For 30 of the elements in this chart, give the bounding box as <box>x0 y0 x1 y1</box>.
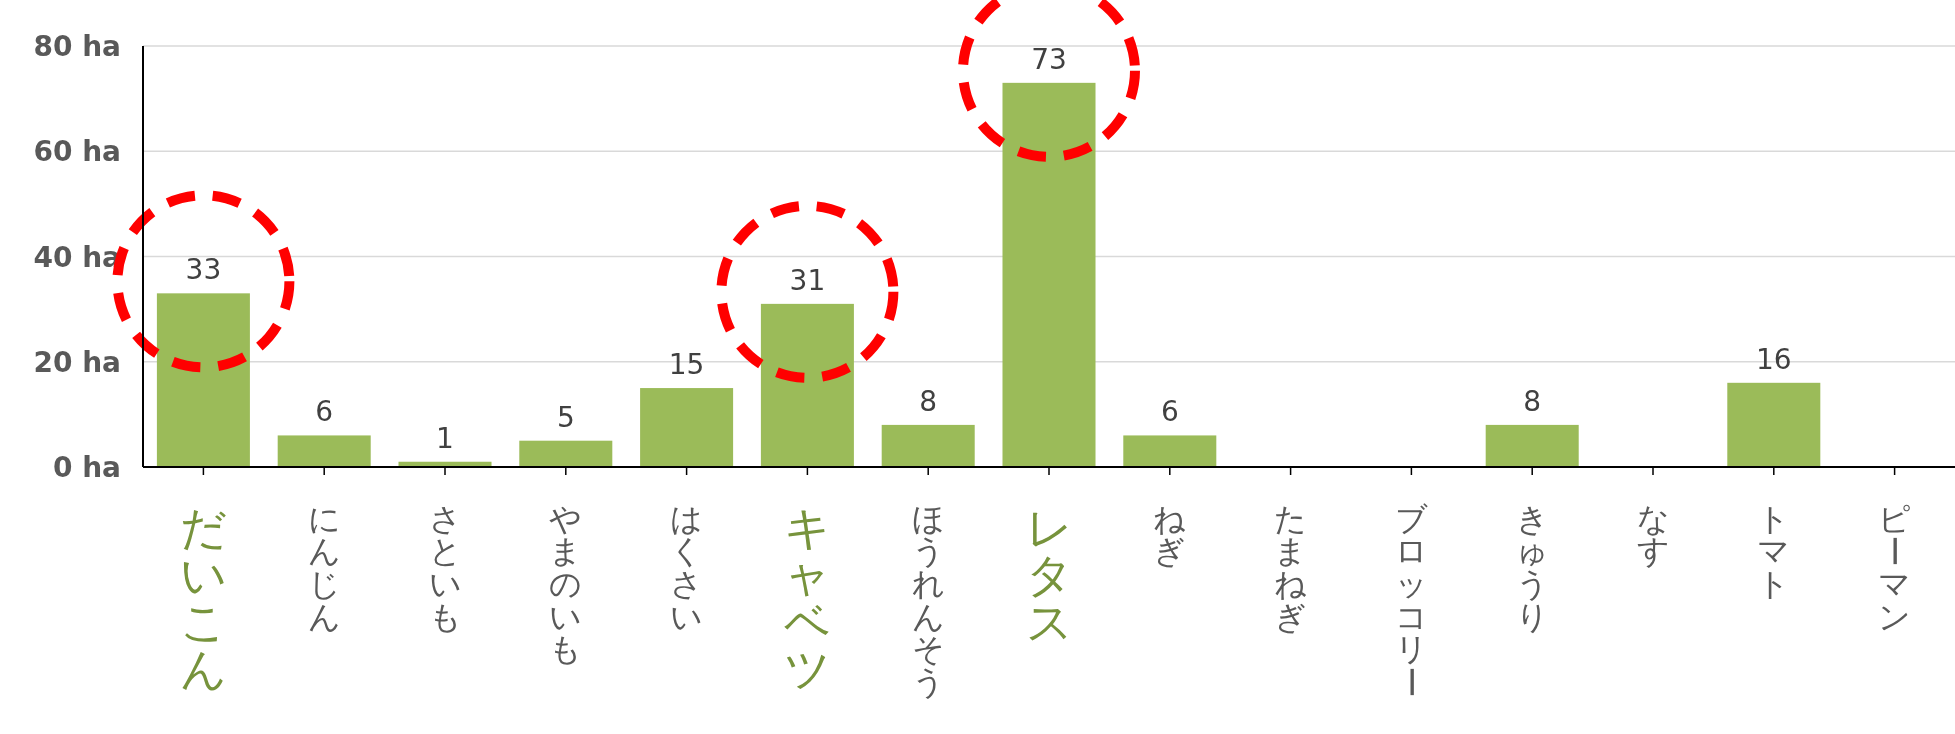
category: はくさい <box>670 499 704 636</box>
category: だいこん <box>179 500 227 696</box>
data-label: 15 <box>668 348 705 382</box>
category: トマト <box>1757 499 1791 603</box>
category: にんじん <box>307 499 341 636</box>
data-label: 33 <box>185 253 222 287</box>
category: キャベツ <box>783 500 831 696</box>
category: ブロッコリー <box>1392 499 1431 698</box>
category: ピーマン <box>1875 499 1914 636</box>
ytick: 20 ha <box>33 345 121 379</box>
ytick: 0 ha <box>52 451 121 484</box>
category: なす <box>1636 499 1670 571</box>
category: やまのいも <box>549 499 583 669</box>
category: きゅうり <box>1515 499 1549 636</box>
data-label: 8 <box>919 384 938 418</box>
category: ねぎ <box>1153 499 1187 571</box>
category: ほうれんそう <box>911 499 945 701</box>
data-label: 6 <box>1160 395 1179 429</box>
data-label: 31 <box>789 263 826 297</box>
data-label: 6 <box>315 395 334 429</box>
category: レタス <box>1025 500 1073 649</box>
data-label: 8 <box>1523 384 1542 418</box>
category: さといも <box>428 499 462 636</box>
data-label: 16 <box>1756 342 1792 376</box>
data-label: 73 <box>1031 42 1067 76</box>
data-label: 5 <box>556 400 575 434</box>
category: たまねぎ <box>1274 499 1308 636</box>
ytick: 60 ha <box>33 135 121 169</box>
data-label: 1 <box>436 421 454 455</box>
ytick: 80 ha <box>33 30 121 63</box>
